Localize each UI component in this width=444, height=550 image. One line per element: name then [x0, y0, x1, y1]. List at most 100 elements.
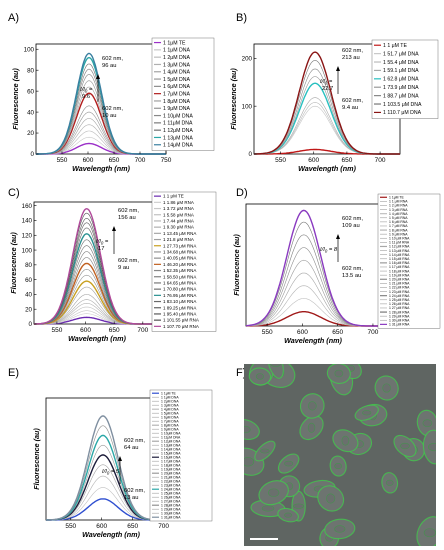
legend-entry: 1 1μM DNA	[161, 395, 179, 399]
legend-box	[149, 389, 213, 522]
legend-entry: 1 3μM DNA	[163, 62, 190, 68]
cell-nucleus	[422, 419, 433, 427]
legend-entry: 1 1μM TE	[389, 195, 404, 199]
x-axis-label: Wavelength (nm)	[72, 164, 130, 173]
legend-entry: 1 24μM DNA	[161, 487, 181, 491]
legend-entry: 1 13μM DNA	[163, 135, 193, 141]
legend-entry: 1 25 μM RNA	[389, 298, 410, 302]
y-tick-label: 60	[27, 88, 34, 95]
legend-entry: 1 7.44 μM RNA	[163, 219, 194, 224]
annotation-peak-low: 602 nm,	[102, 106, 123, 112]
legend-entry: 1 11μM DNA	[163, 121, 193, 127]
cell-nucleus	[284, 512, 293, 518]
legend-entry: 1 26μM DNA	[161, 495, 181, 499]
y-tick-label: 60	[25, 277, 32, 284]
cell-nucleus	[382, 383, 391, 393]
x-tick-label: 550	[51, 327, 62, 334]
cell-nucleus	[270, 364, 282, 367]
x-tick-label: 550	[57, 157, 68, 164]
legend-entry: 1 2μM DNA	[161, 399, 179, 403]
legend-entry: 1 40.05 μM RNA	[163, 256, 196, 261]
legend-entry: 1 5μM DNA	[163, 77, 190, 83]
intensity-ratio-value: 17	[98, 246, 104, 252]
annotation-peak-high: 602 nm,	[124, 438, 145, 444]
legend-entry: 1 16 μM RNA	[389, 261, 410, 265]
annotation-peak-high: 602 nm,	[342, 48, 363, 54]
arrow-head	[118, 456, 122, 461]
arrow-head	[336, 66, 340, 71]
legend-entry: 1 27.73 μM RNA	[163, 243, 196, 248]
legend-entry: 1 7 μM RNA	[389, 224, 408, 228]
cell-fluorescence-image	[244, 364, 436, 546]
cell-nucleus	[244, 425, 251, 434]
legend-entry: 1 21 μM RNA	[389, 282, 410, 286]
legend-entry: 1 1.86 μM RNA	[163, 200, 194, 205]
cell-nucleus	[385, 479, 394, 486]
legend-entry: 1 15 μM RNA	[389, 257, 410, 261]
legend-entry: 1 24 μM RNA	[389, 294, 410, 298]
annotation-peak-low: 13 au	[124, 495, 139, 501]
legend-entry: 1 31 μM RNA	[389, 323, 410, 327]
annotation-peak-high: 96 au	[102, 63, 117, 69]
intensity-ratio: I/I0 =	[80, 87, 93, 94]
cell-nucleus	[362, 410, 372, 416]
legend-entry: 1 5 μM RNA	[389, 216, 408, 220]
legend-entry: 1 30 μM RNA	[389, 318, 410, 322]
y-tick-label: 140	[22, 218, 33, 225]
x-tick-label: 550	[275, 157, 286, 164]
intensity-ratio: I/I0 =	[96, 239, 109, 246]
legend-entry: 1 13 μM RNA	[389, 249, 410, 253]
legend-entry: 1 3.72 μM RNA	[163, 206, 194, 211]
legend-entry: 1 14 μM RNA	[389, 253, 410, 257]
cell-nucleus	[341, 435, 350, 446]
legend-entry: 1 20μM DNA	[161, 471, 181, 475]
legend-entry: 1 30μM DNA	[161, 511, 181, 515]
cell-nucleus	[284, 460, 294, 467]
legend-entry: 1 28 μM RNA	[389, 310, 410, 314]
y-axis-label: Fluorescence (au)	[32, 428, 41, 490]
legend-entry: 1 7μM DNA	[163, 91, 190, 97]
x-tick-label: 750	[161, 157, 172, 164]
annotation-peak-low: 9.4 au	[342, 105, 358, 111]
y-tick-label: 120	[22, 232, 33, 239]
legend-box	[151, 37, 215, 151]
fluorescence-chart-e: 550 600 650 700 Wavelength (nm) Fluorescence …	[32, 389, 213, 539]
legend-box	[371, 39, 439, 119]
x-tick-label: 700	[375, 157, 386, 164]
legend-entry: 1 20 μM RNA	[389, 277, 410, 281]
y-tick-label: 100	[22, 247, 33, 254]
legend-entry: 1 19μM DNA	[161, 467, 181, 471]
x-tick-label: 550	[65, 523, 76, 530]
legend-entry: 1 4μM DNA	[163, 70, 190, 76]
legend-entry: 1 51.7 μM DNA	[383, 51, 419, 57]
cell-nucleus	[261, 505, 275, 512]
legend-entry: 1 55.4 μM DNA	[383, 60, 419, 66]
arrow-head	[336, 234, 340, 239]
intensity-ratio-value: 9.6	[82, 94, 90, 100]
plot-area	[33, 201, 161, 325]
cell-nucleus	[293, 503, 305, 509]
legend-entry: 1 17 μM RNA	[389, 265, 410, 269]
legend-entry: 1 5μM DNA	[161, 411, 179, 415]
legend-box	[151, 191, 217, 332]
legend-entry: 1 10μM DNA	[163, 113, 193, 119]
x-tick-label: 700	[158, 523, 169, 530]
legend-entry: 1 23μM DNA	[161, 483, 181, 487]
x-tick-label: 600	[80, 327, 91, 334]
arrow-head	[112, 226, 116, 231]
legend-entry: 1 1 μM TE	[383, 43, 407, 49]
legend-entry: 1 4 μM RNA	[389, 212, 408, 216]
legend-entry: 1 1μM TE	[163, 40, 186, 46]
y-tick-label: 0	[31, 151, 35, 158]
legend-entry: 1 11μM DNA	[161, 435, 181, 439]
x-tick-label: 650	[109, 157, 120, 164]
cell-nucleus	[334, 462, 342, 470]
legend-entry: 1 29 μM RNA	[389, 314, 410, 318]
x-axis-label: Wavelength (nm)	[298, 164, 356, 173]
legend-entry: 1 10 μM RNA	[389, 236, 410, 240]
x-tick-label: 600	[96, 523, 107, 530]
y-tick-label: 160	[22, 203, 33, 210]
legend-entry: 1 34.68 μM RNA	[163, 250, 196, 255]
cell-nucleus	[255, 373, 264, 380]
legend-entry: 1 22 μM RNA	[389, 286, 410, 290]
